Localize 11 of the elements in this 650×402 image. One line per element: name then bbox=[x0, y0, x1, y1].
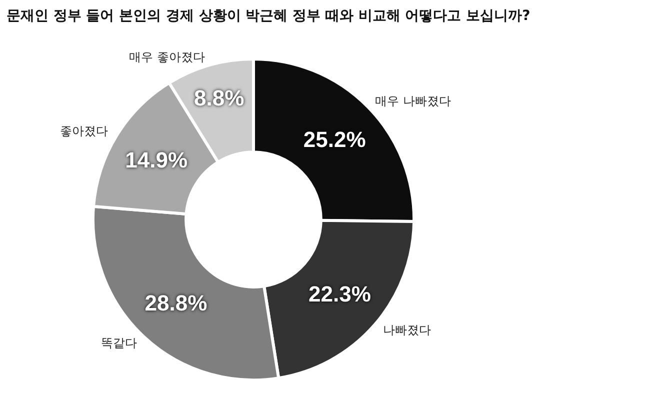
data-label: 28.8% bbox=[144, 290, 208, 316]
slice-label: 나빠졌다 bbox=[383, 323, 431, 337]
chart-title: 문재인 정부 들어 본인의 경제 상황이 박근혜 정부 때와 비교해 어떻다고 보십니까? bbox=[6, 8, 530, 24]
data-label: 14.9% bbox=[125, 147, 188, 172]
data-label: 22.3% bbox=[308, 282, 371, 307]
slice-label: 매우 좋아졌다 bbox=[129, 50, 205, 64]
data-label: 8.8% bbox=[194, 86, 244, 111]
data-label: 25.2% bbox=[303, 126, 366, 152]
slice-label: 매우 나빠졌다 bbox=[375, 94, 451, 108]
slice-label: 좋아졌다 bbox=[60, 124, 108, 138]
slice-label: 똑같다 bbox=[101, 336, 137, 350]
